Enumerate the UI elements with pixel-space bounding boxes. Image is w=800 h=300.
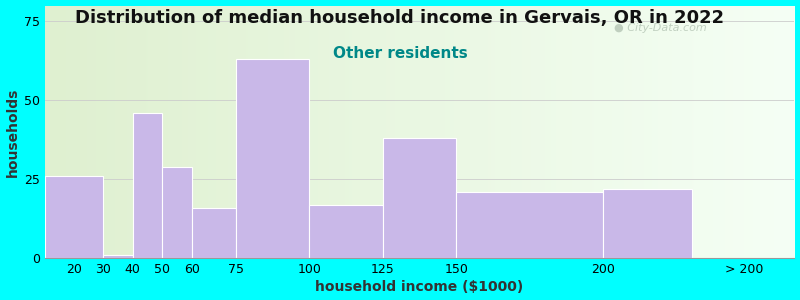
Text: Other residents: Other residents — [333, 46, 467, 62]
Bar — [103, 255, 133, 258]
Bar — [192, 208, 236, 258]
X-axis label: household income ($1000): household income ($1000) — [315, 280, 524, 294]
Bar — [162, 167, 192, 258]
Bar — [382, 138, 456, 258]
Bar — [133, 113, 162, 258]
Y-axis label: households: households — [6, 87, 19, 177]
Bar — [603, 189, 691, 258]
Text: ● City-Data.com: ● City-Data.com — [614, 23, 707, 33]
Bar — [45, 176, 103, 258]
Bar — [456, 192, 603, 258]
Bar — [236, 59, 310, 258]
Bar — [310, 205, 382, 258]
Text: Distribution of median household income in Gervais, OR in 2022: Distribution of median household income … — [75, 9, 725, 27]
